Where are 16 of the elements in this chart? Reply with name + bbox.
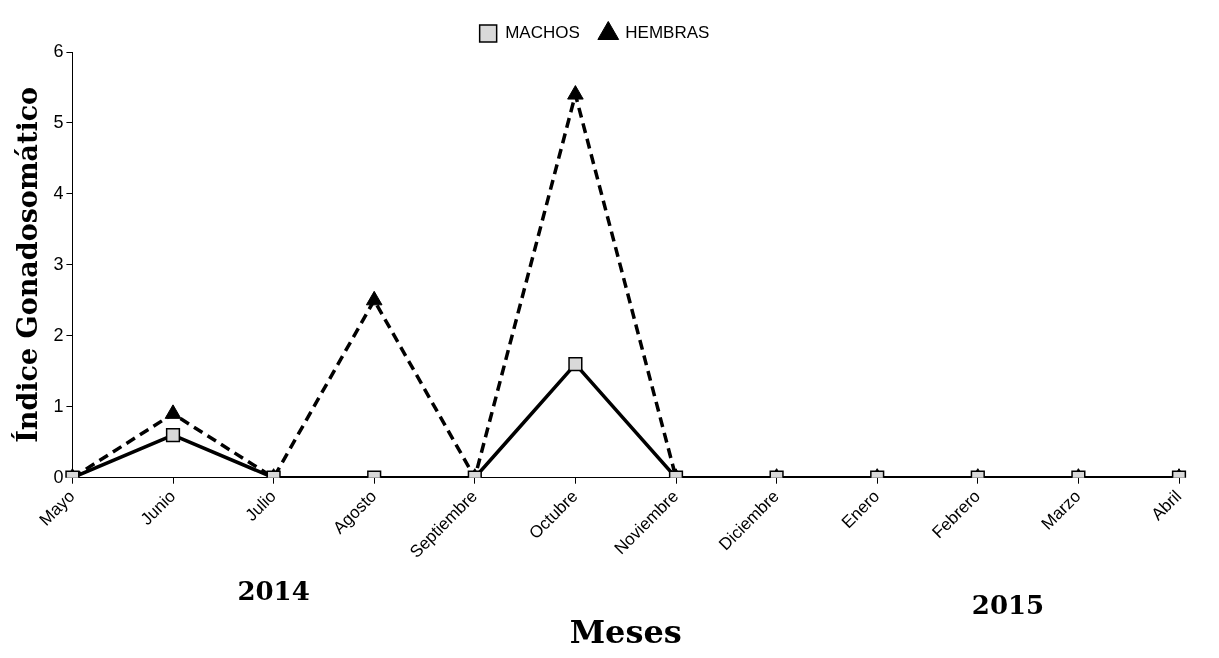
legend-label: MACHOS xyxy=(505,23,580,43)
point xyxy=(365,290,383,306)
text: 2014 xyxy=(237,575,310,606)
y-tick-label: 0 xyxy=(53,466,64,487)
y-tick-label: 4 xyxy=(53,182,64,203)
y-tick-label: 3 xyxy=(53,253,64,274)
y-tick-label: 1 xyxy=(53,395,64,416)
text: 2015 xyxy=(971,589,1045,620)
y-tick-label: 5 xyxy=(53,111,64,132)
y-tick-label: 2 xyxy=(53,324,64,345)
y-tick-label: 6 xyxy=(53,40,64,61)
y-axis-title: Índice Gonadosomático xyxy=(11,86,44,443)
point xyxy=(567,85,584,100)
legend-label: HEMBRAS xyxy=(625,23,710,43)
x-axis-title: Meses xyxy=(569,613,682,652)
point xyxy=(164,404,182,419)
